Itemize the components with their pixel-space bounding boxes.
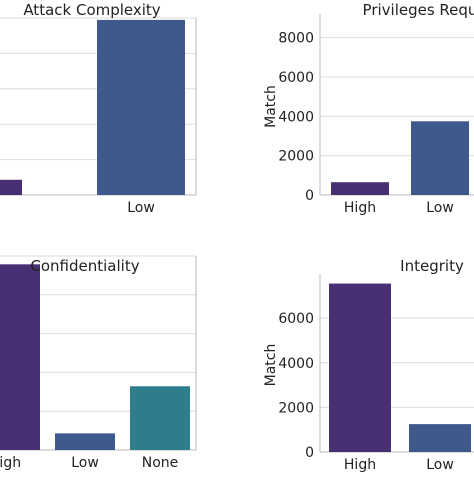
y-axis-label: Match	[263, 344, 279, 387]
x-tick-label: High	[0, 455, 21, 471]
x-tick-label: Low	[426, 200, 454, 216]
y-tick-label: 4000	[278, 356, 314, 372]
bar-low	[411, 121, 469, 195]
y-tick-label: 2000	[278, 149, 314, 165]
bar-high	[331, 182, 389, 195]
bar-high	[329, 283, 391, 452]
x-tick-label: None	[142, 455, 179, 471]
x-tick-label: Low	[426, 457, 454, 473]
y-tick-label: 0	[305, 445, 314, 461]
chart-title: Privileges Requ	[363, 1, 474, 19]
bar-none	[130, 386, 190, 450]
y-tick-label: 8000	[278, 31, 314, 47]
chart-title: Confidentiality	[30, 257, 139, 275]
y-tick-label: 6000	[278, 70, 314, 86]
chart-title: Attack Complexity	[23, 1, 160, 19]
y-tick-label: 2000	[278, 400, 314, 416]
y-axis-label: Match	[263, 85, 279, 128]
bar-high	[0, 179, 22, 195]
bar-low	[55, 433, 115, 450]
y-tick-label: 6000	[278, 311, 314, 327]
x-tick-label: High	[344, 200, 376, 216]
x-tick-label: Low	[71, 455, 99, 471]
x-tick-label: Low	[127, 200, 155, 216]
x-tick-label: High	[344, 457, 376, 473]
bar-high	[0, 264, 40, 450]
bar-low	[97, 19, 185, 195]
bar-low	[409, 424, 471, 452]
y-tick-label: 4000	[278, 109, 314, 125]
y-tick-label: 0	[305, 188, 314, 204]
chart-title: Integrity	[400, 257, 464, 275]
